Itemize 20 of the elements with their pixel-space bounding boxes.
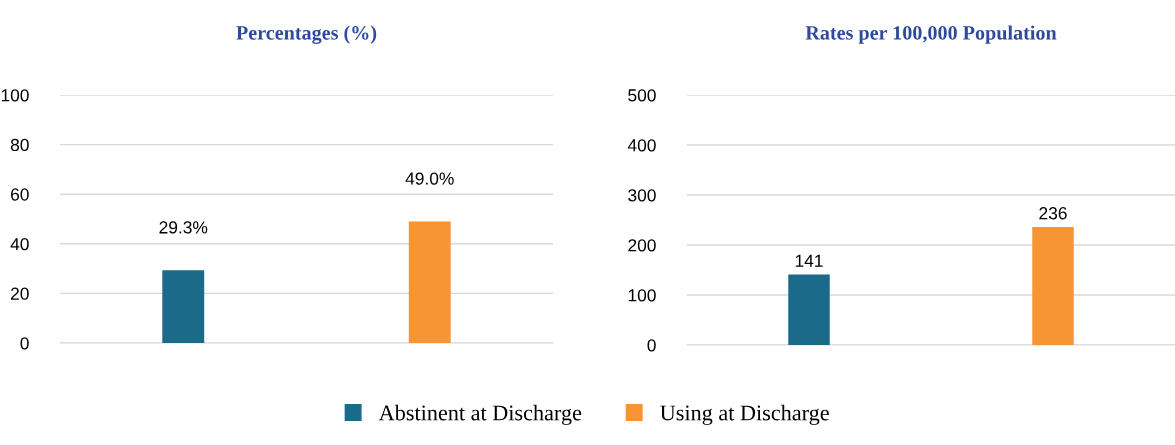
y-tick-label: 0 (20, 337, 29, 350)
data-label: 29.3% (159, 221, 208, 234)
y-tick-label: 500 (628, 89, 656, 102)
y-tick-label: 40 (10, 237, 29, 251)
y-tick-label: 400 (627, 139, 656, 152)
y-tick-label: 60 (11, 188, 29, 201)
y-tick-label: 200 (628, 239, 656, 252)
y-tick-label: 0 (647, 339, 656, 352)
chart-title: Rates per 100,000 Population (805, 25, 1057, 44)
data-label: 236 (1039, 207, 1067, 220)
y-tick-label: 100 (628, 289, 656, 302)
data-label: 141 (795, 254, 823, 267)
data-label: 49.0% (405, 172, 454, 185)
y-tick-label: 300 (628, 189, 656, 202)
y-tick-label: 80 (10, 138, 29, 152)
chart-title: Percentages (%) (236, 25, 377, 44)
legend-label: Using at Discharge (660, 404, 829, 425)
y-tick-label: 100 (1, 89, 29, 102)
legend-label: Abstinent at Discharge (378, 404, 582, 425)
y-tick-label: 20 (11, 287, 29, 300)
